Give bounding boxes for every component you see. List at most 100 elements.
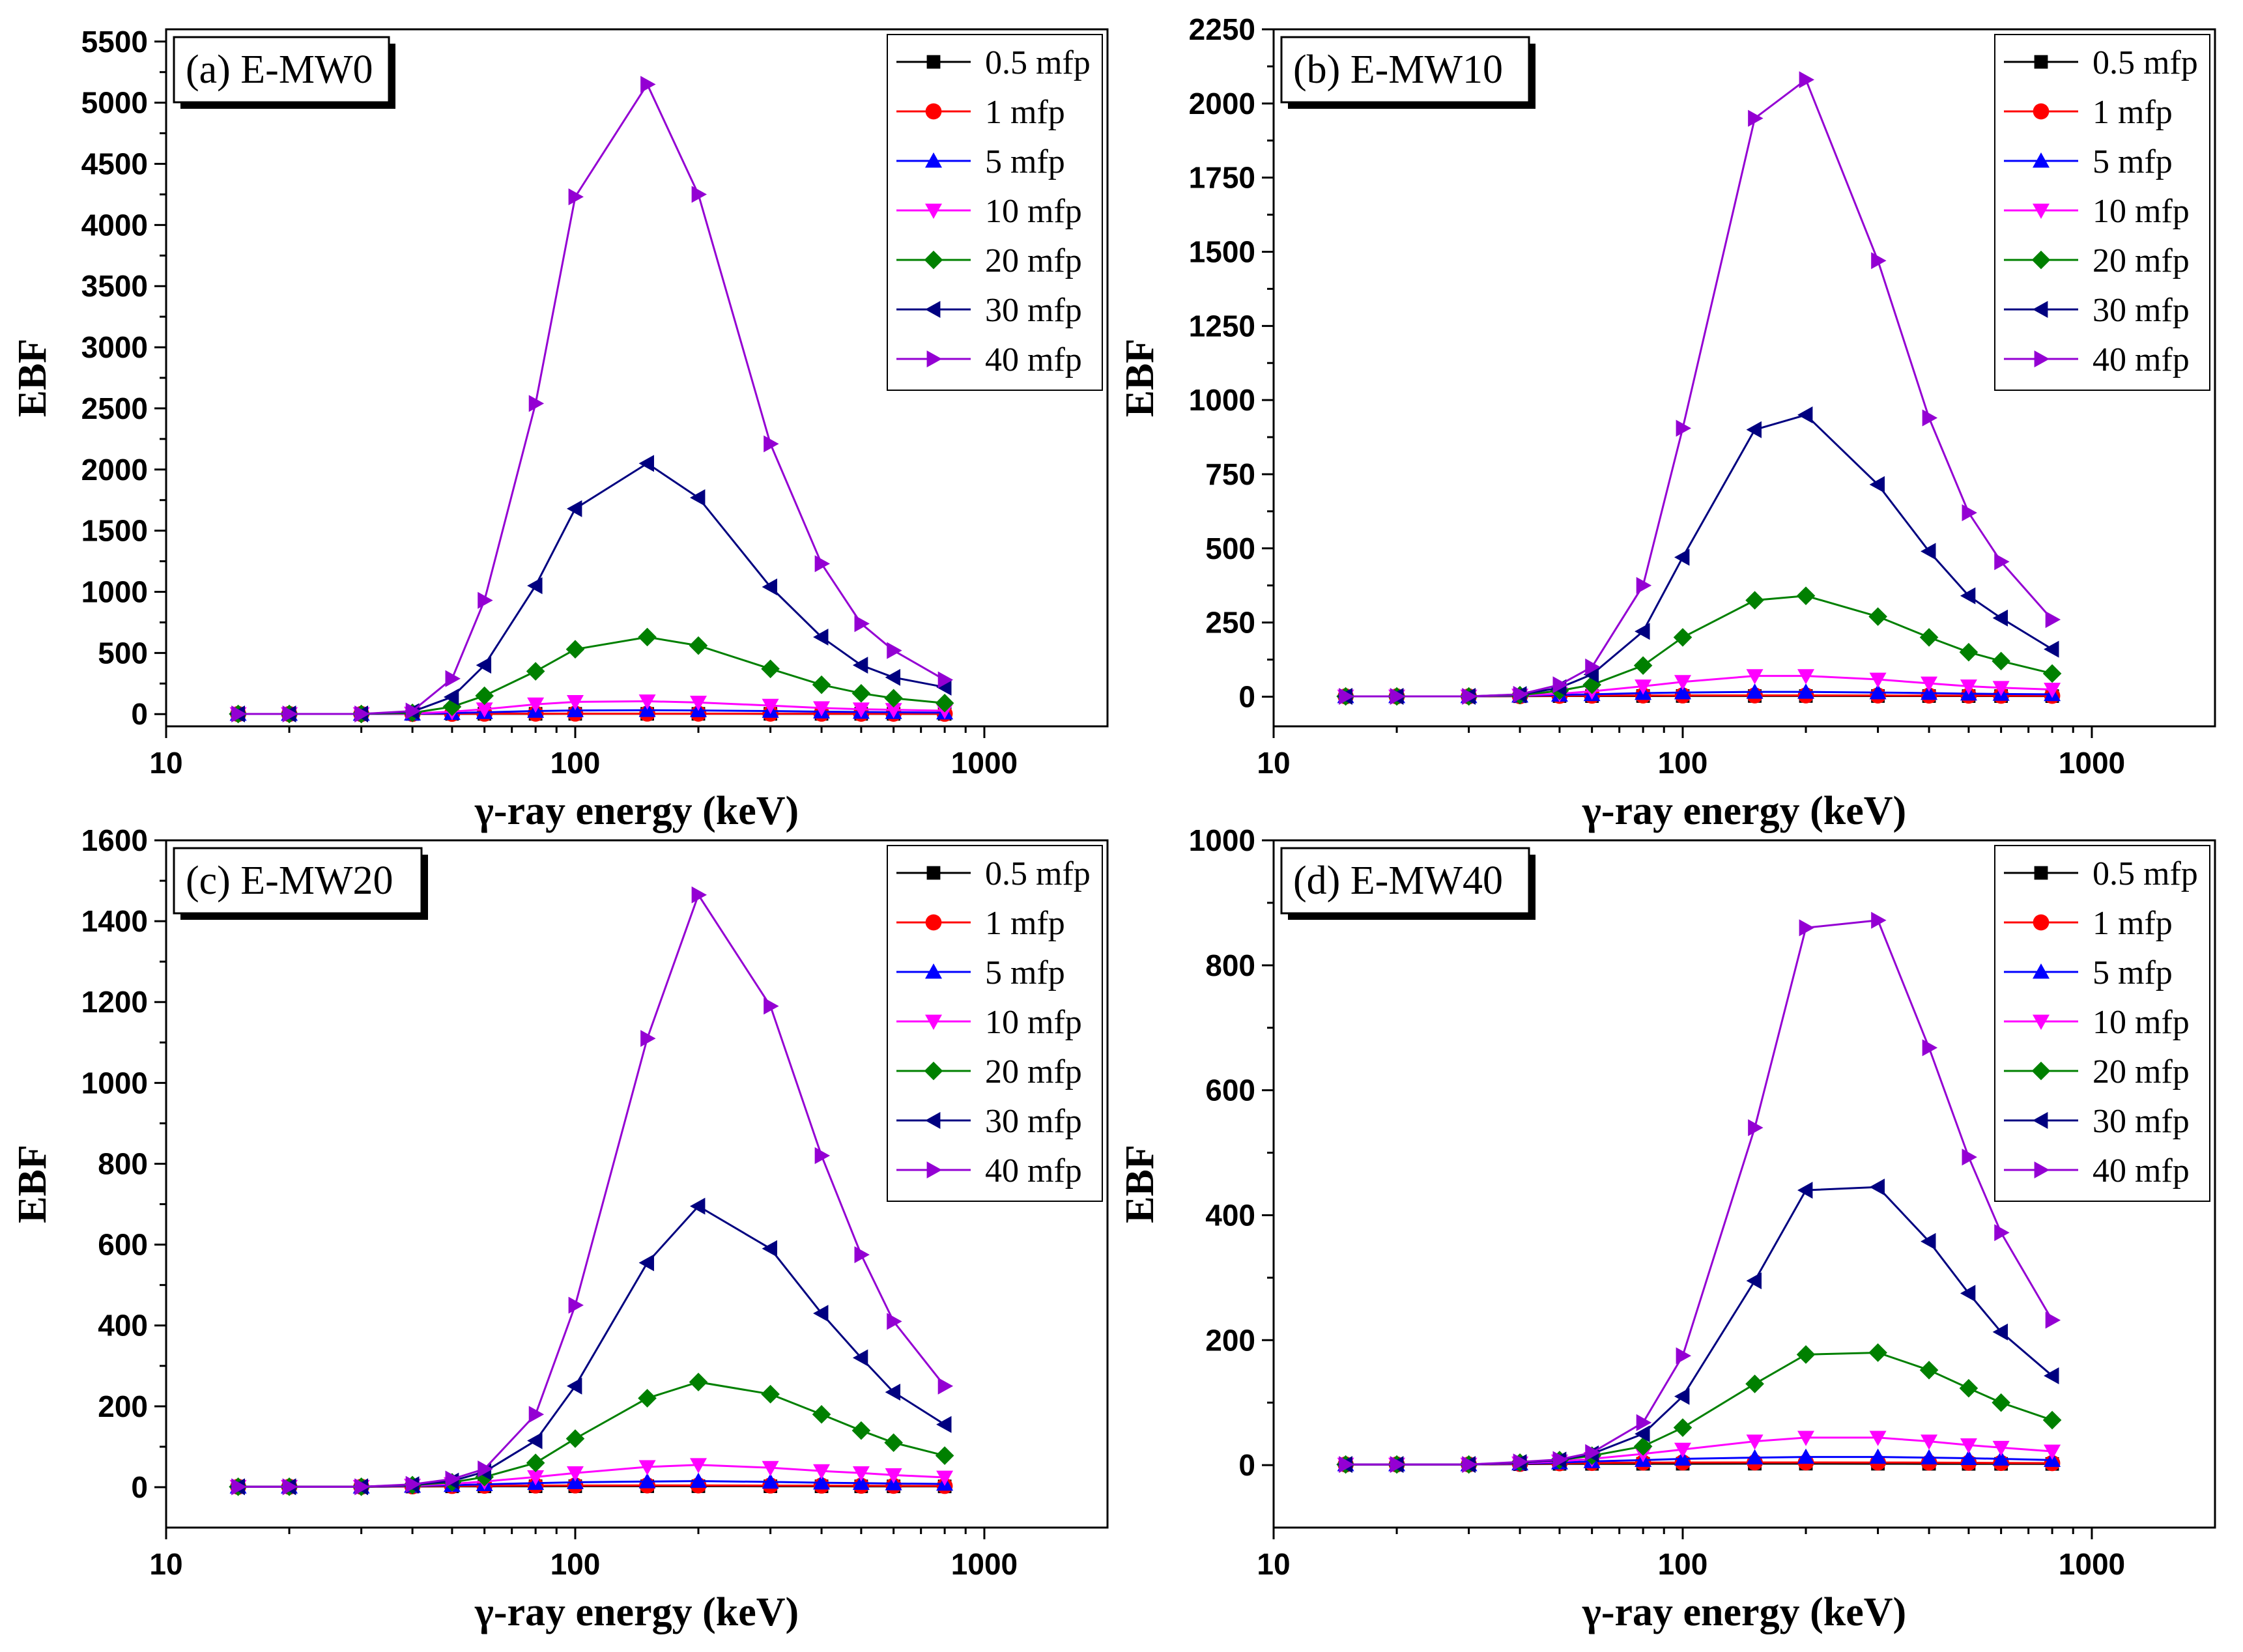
legend-marker [2033,203,2050,219]
data-point [1871,911,1887,929]
data-point [638,455,654,472]
series-10-mfp [229,1458,954,1496]
data-point [1919,1361,1939,1380]
y-tick-label: 2000 [1189,87,1255,121]
data-point [2045,1311,2061,1329]
y-tick-label: 500 [98,636,148,670]
data-point [1919,628,1939,647]
data-point [1796,1345,1816,1364]
data-point [354,705,370,723]
plot-frame [1272,839,2216,1529]
y-tick-label: 250 [1205,606,1255,640]
data-point [1585,658,1601,676]
legend-marker [925,103,942,120]
data-point [2042,664,2062,683]
legend-marker [925,914,942,931]
data-point [1635,679,1652,695]
data-point [1921,1449,1938,1464]
x-tick-label: 100 [550,1547,601,1581]
data-point [761,659,780,679]
data-point [689,1373,708,1391]
data-point [476,702,493,718]
data-point [884,689,903,708]
data-point [1992,1440,2010,1457]
y-tick-label: 0 [1238,1448,1255,1482]
legend-marker [2034,350,2050,367]
y-tick-label: 4000 [81,208,148,242]
series-line [238,892,946,1488]
data-point [690,695,707,711]
data-point [887,642,902,659]
y-tick-label: 5500 [81,25,148,59]
title-box [173,847,423,915]
data-point [1390,688,1406,705]
y-tick-label: 1250 [1189,309,1255,343]
data-point [764,435,779,453]
data-point [443,688,459,705]
data-point [1673,628,1693,647]
legend: 0.5 mfp 1 mfp 5 mfp 10 mfp 20 mfp 30 mfp 40 mf… [887,845,1103,1202]
legend-marker [926,866,941,880]
data-point [231,705,247,723]
data-point [936,1470,954,1487]
chart-panel-3: 0 200 400 600 800 1000 1200 1400 1600 10 100 1000 γ-… [10,823,1109,1634]
y-tick-label: 1500 [1189,235,1255,268]
data-point [445,670,461,687]
data-point [1797,1448,1815,1464]
data-point [1871,252,1887,270]
data-point [568,188,584,206]
data-point [2045,611,2061,629]
data-point [851,1421,871,1440]
series-20-mfp [1336,586,2062,706]
series-line [1345,1436,2053,1466]
data-point [1674,675,1691,691]
data-point [527,577,543,595]
series-30-mfp [1337,406,2059,705]
y-tick-label: 2500 [81,392,148,425]
legend-marker [925,203,942,219]
legend-label: 5 mfp [985,954,1065,991]
legend-label: 40 mfp [985,341,1082,378]
x-axis-title: γ-ray energy (keV) [474,789,799,833]
data-point [1868,607,1887,626]
x-tick-label: 10 [149,746,182,780]
y-tick-label: 1750 [1189,161,1255,195]
panel-title: (b) E-MW10 [1293,48,1503,92]
legend-marker [925,963,942,979]
data-point [1674,1450,1691,1466]
data-point [885,703,902,719]
x-tick-label: 100 [1658,746,1708,780]
legend-marker [924,1061,943,1081]
y-tick-label: 600 [98,1228,148,1262]
legend-label: 1 mfp [2093,905,2173,942]
legend-label: 1 mfp [2093,94,2173,131]
data-point [638,1460,656,1475]
legend-marker [926,1161,942,1178]
data-point [813,1305,829,1322]
y-tick-label: 1500 [81,514,148,548]
data-point [1797,669,1815,685]
data-point [638,627,657,647]
legend-marker [2034,55,2048,69]
legend-label: 40 mfp [985,1152,1082,1189]
data-point [1994,1224,2010,1242]
data-point [1922,409,1938,427]
data-point [852,1466,870,1482]
data-point [1868,1343,1887,1362]
data-point [1921,685,1938,700]
y-tick-label: 1200 [81,985,148,1019]
series-30-mfp [1337,1178,2059,1474]
y-tick-label: 2250 [1189,12,1255,46]
legend-marker [2033,301,2048,318]
title-box [1280,847,1530,915]
legend-label: 40 mfp [2093,341,2190,378]
data-point [814,555,831,573]
series-line [1345,919,2053,1466]
chart-panel-2: 0 250 500 750 1000 1250 1500 1750 2000 2250 10 100 1… [1118,12,2216,833]
y-axis-title: EBF [1118,1145,1162,1223]
legend-marker [926,55,941,69]
legend-marker [2034,866,2048,880]
series-20-mfp [1336,1343,2062,1474]
y-tick-label: 0 [1238,679,1255,713]
